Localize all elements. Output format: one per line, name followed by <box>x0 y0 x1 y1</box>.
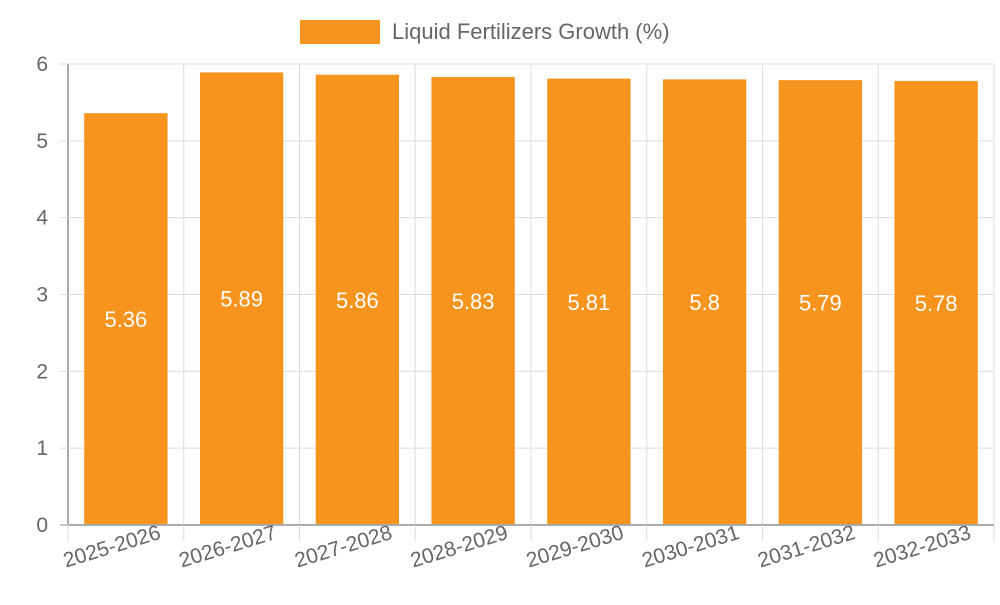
y-tick-label: 2 <box>36 360 48 383</box>
bar-2029-2030[interactable] <box>547 78 631 526</box>
bar-2030-2031[interactable] <box>662 79 747 525</box>
x-axis-ticks: 2025-2026 2026-2027 2027-2028 2028-2029 2029… <box>61 521 995 572</box>
data-labels: 5.36 5.89 5.86 5.83 5.81 5.8 5.79 5.78 <box>104 287 957 332</box>
bar-value-label: 5.79 <box>799 291 842 316</box>
x-tick-label: 2030-2031 <box>639 521 742 572</box>
x-tick-label: 2032-2033 <box>871 521 974 572</box>
legend-label: Liquid Fertilizers Growth (%) <box>392 19 670 44</box>
bar-2028-2029[interactable] <box>431 77 515 525</box>
x-tick-label: 2027-2028 <box>292 521 395 572</box>
bar-2032-2033[interactable] <box>894 80 978 526</box>
x-tick-label: 2029-2030 <box>524 521 627 572</box>
bar-2025-2026[interactable] <box>84 113 168 525</box>
bar-value-label: 5.78 <box>915 291 958 316</box>
bars <box>84 72 978 526</box>
legend[interactable]: Liquid Fertilizers Growth (%) <box>300 19 670 44</box>
y-tick-label: 5 <box>36 130 48 153</box>
y-tick-label: 1 <box>36 437 48 460</box>
bar-value-label: 5.86 <box>336 288 379 313</box>
bar-value-label: 5.81 <box>567 290 610 315</box>
y-tick-label: 0 <box>36 514 48 537</box>
x-tick-label: 2028-2029 <box>408 521 511 572</box>
bar-2027-2028[interactable] <box>315 74 400 526</box>
bar-value-label: 5.89 <box>220 287 263 312</box>
x-tick-label: 2026-2027 <box>176 521 279 572</box>
y-axis-ticks: 0 1 2 3 4 5 6 <box>36 53 68 537</box>
y-tick-label: 6 <box>36 53 48 76</box>
legend-swatch <box>300 20 380 44</box>
bar-2026-2027[interactable] <box>199 72 284 526</box>
bar-value-label: 5.8 <box>689 290 720 315</box>
x-tick-label: 2031-2032 <box>755 521 858 572</box>
x-tick-label: 2025-2026 <box>61 521 164 572</box>
bar-value-label: 5.83 <box>452 289 495 314</box>
bar-2031-2032[interactable] <box>778 80 863 525</box>
bar-value-label: 5.36 <box>104 307 147 332</box>
y-tick-label: 4 <box>36 207 48 230</box>
y-tick-label: 3 <box>36 284 48 307</box>
